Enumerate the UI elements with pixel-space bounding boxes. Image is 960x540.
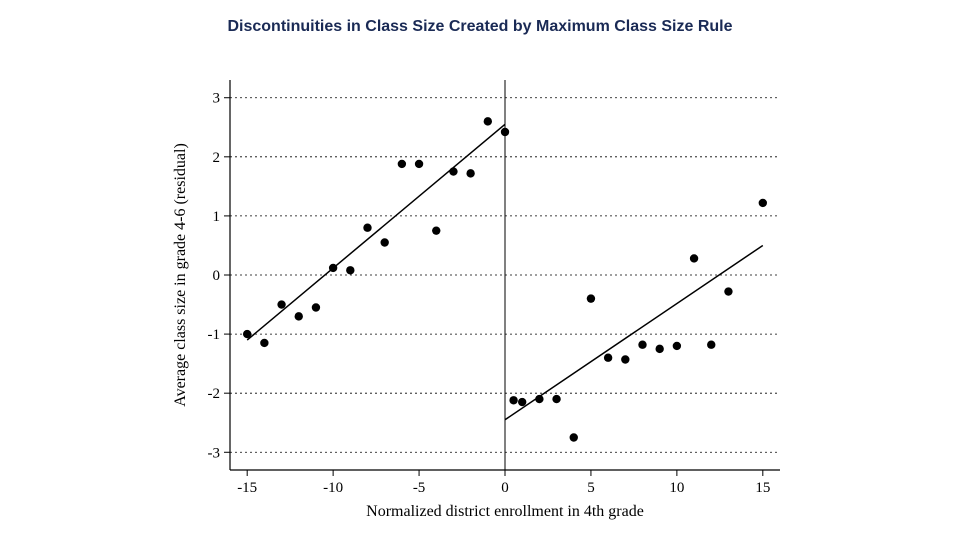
data-point xyxy=(587,294,595,302)
x-axis-label: Normalized district enrollment in 4th gr… xyxy=(366,503,644,520)
data-point xyxy=(449,167,457,175)
x-tick-label: 15 xyxy=(755,480,770,496)
data-point xyxy=(295,312,303,320)
x-tick-label: 5 xyxy=(587,480,595,496)
data-point xyxy=(673,342,681,350)
data-point xyxy=(312,303,320,311)
data-point xyxy=(690,254,698,262)
data-point xyxy=(415,160,423,168)
x-tick-label: -5 xyxy=(413,480,426,496)
x-tick-label: 0 xyxy=(501,480,509,496)
data-point xyxy=(518,398,526,406)
data-point xyxy=(484,117,492,125)
data-point xyxy=(604,354,612,362)
y-tick-label: 0 xyxy=(213,268,221,284)
data-point xyxy=(380,238,388,246)
data-point xyxy=(655,345,663,353)
data-point xyxy=(570,433,578,441)
data-point xyxy=(509,396,517,404)
data-point xyxy=(724,287,732,295)
y-tick-label: -2 xyxy=(208,386,221,402)
data-point xyxy=(552,395,560,403)
y-tick-label: 2 xyxy=(213,150,221,166)
data-point xyxy=(535,395,543,403)
x-tick-label: -15 xyxy=(237,480,257,496)
data-point xyxy=(501,128,509,136)
data-point xyxy=(329,264,337,272)
data-point xyxy=(432,226,440,234)
data-point xyxy=(707,341,715,349)
data-point xyxy=(260,339,268,347)
y-tick-label: -1 xyxy=(208,327,221,343)
fit-line-right xyxy=(505,245,763,419)
data-point xyxy=(759,199,767,207)
chart-svg: -15-10-5051015-3-2-10123Normalized distr… xyxy=(160,60,800,520)
y-tick-label: -3 xyxy=(208,445,221,461)
data-point xyxy=(243,330,251,338)
chart-title: Discontinuities in Class Size Created by… xyxy=(0,18,960,36)
data-point xyxy=(363,224,371,232)
data-point xyxy=(621,355,629,363)
data-point xyxy=(277,300,285,308)
data-point xyxy=(466,169,474,177)
x-tick-label: 10 xyxy=(669,480,684,496)
data-point xyxy=(346,266,354,274)
data-point xyxy=(638,341,646,349)
scatter-chart: -15-10-5051015-3-2-10123Normalized distr… xyxy=(160,60,800,525)
data-point xyxy=(398,160,406,168)
x-tick-label: -10 xyxy=(323,480,343,496)
y-axis-label: Average class size in grade 4-6 (residua… xyxy=(172,143,189,407)
y-tick-label: 3 xyxy=(213,91,221,107)
y-tick-label: 1 xyxy=(213,209,221,225)
